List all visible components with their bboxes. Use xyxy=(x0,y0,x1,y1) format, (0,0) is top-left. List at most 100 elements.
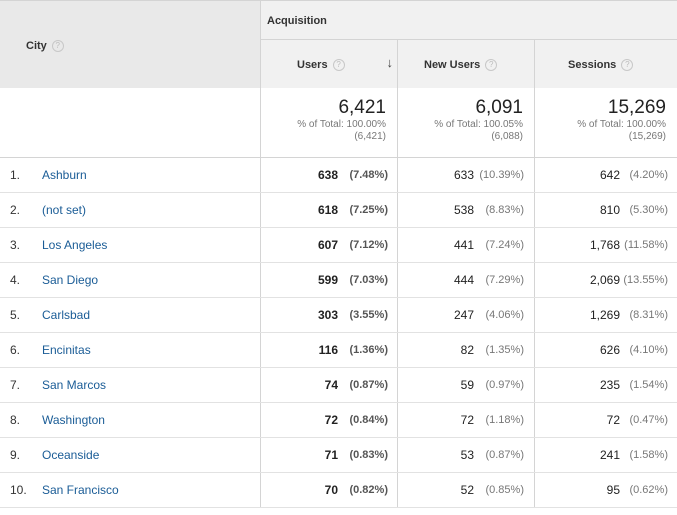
sessions-value: 72 xyxy=(606,413,620,427)
table-row: 6. Encinitas 116 (1.36%) 82 (1.35%) 626 (4.10%) xyxy=(0,333,677,368)
new-users-cell: 59 (0.97%) xyxy=(397,368,534,402)
city-link[interactable]: San Diego xyxy=(42,273,99,287)
table-row: 10. San Francisco 70 (0.82%) 52 (0.85%) 95 (0.6… xyxy=(0,473,677,508)
users-percent: (0.84%) xyxy=(349,414,388,426)
new-users-cell: 247 (4.06%) xyxy=(397,298,534,332)
new-users-total: 6,091 xyxy=(475,97,523,118)
sessions-percent: (5.30%) xyxy=(629,204,668,216)
sessions-value: 1,768 xyxy=(589,238,620,252)
users-percent: (0.83%) xyxy=(349,449,388,461)
sessions-percent: (1.58%) xyxy=(629,449,668,461)
users-cell: 72 (0.84%) xyxy=(260,403,397,437)
help-icon[interactable]: ? xyxy=(485,59,498,71)
city-link[interactable]: Ashburn xyxy=(42,168,87,182)
sessions-cell: 72 (0.47%) xyxy=(534,403,677,437)
new-users-column-header[interactable]: New Users? xyxy=(397,40,534,88)
help-icon[interactable]: ? xyxy=(332,59,345,71)
sessions-percent: (0.47%) xyxy=(629,414,668,426)
users-percent: (7.12%) xyxy=(349,239,388,251)
sessions-cell: 2,069 (13.55%) xyxy=(534,263,677,297)
sessions-total: 15,269 xyxy=(607,97,666,118)
new-users-percent: (8.83%) xyxy=(485,204,524,216)
new-users-cell: 72 (1.18%) xyxy=(397,403,534,437)
new-users-percent: (0.87%) xyxy=(485,449,524,461)
users-value: 74 xyxy=(324,378,338,392)
sessions-value: 241 xyxy=(599,448,620,462)
table-row: 4. San Diego 599 (7.03%) 444 (7.29%) 2,069 (13.… xyxy=(0,263,677,298)
users-header-label: Users? xyxy=(297,59,345,71)
new-users-cell: 441 (7.24%) xyxy=(397,228,534,262)
city-link[interactable]: Los Angeles xyxy=(42,238,108,252)
sessions-percent: (8.31%) xyxy=(629,309,668,321)
sessions-header-label: Sessions? xyxy=(568,59,634,71)
city-link[interactable]: San Francisco xyxy=(42,483,119,497)
city-link[interactable]: San Marcos xyxy=(42,378,107,392)
sessions-percent: (11.58%) xyxy=(624,239,668,251)
new-users-value: 59 xyxy=(460,378,474,392)
sessions-cell: 235 (1.54%) xyxy=(534,368,677,402)
help-icon[interactable]: ? xyxy=(51,40,64,52)
users-cell: 618 (7.25%) xyxy=(260,193,397,227)
totals-row: 6,421 % of Total: 100.00% (6,421) 6,091 … xyxy=(0,88,677,158)
sessions-total-of: (15,269) xyxy=(628,131,666,142)
sessions-cell: 1,768 (11.58%) xyxy=(534,228,677,262)
row-number: 3. xyxy=(10,238,21,252)
sessions-cell: 241 (1.58%) xyxy=(534,438,677,472)
city-link[interactable]: Oceanside xyxy=(42,448,100,462)
table-row: 2. (not set) 618 (7.25%) 538 (8.83%) 810 (5.30%… xyxy=(0,193,677,228)
users-percent: (3.55%) xyxy=(349,309,388,321)
sessions-percent: (4.20%) xyxy=(629,169,668,181)
row-number: 8. xyxy=(10,413,21,427)
row-number: 9. xyxy=(10,448,21,462)
sessions-cell: 95 (0.62%) xyxy=(534,473,677,507)
users-cell: 74 (0.87%) xyxy=(260,368,397,402)
sessions-percent: (4.10%) xyxy=(629,344,668,356)
table-row: 8. Washington 72 (0.84%) 72 (1.18%) 72 (0.47%) xyxy=(0,403,677,438)
users-cell: 71 (0.83%) xyxy=(260,438,397,472)
sessions-value: 235 xyxy=(599,378,620,392)
new-users-percent: (7.29%) xyxy=(485,274,524,286)
new-users-percent: (7.24%) xyxy=(485,239,524,251)
sessions-cell: 626 (4.10%) xyxy=(534,333,677,367)
new-users-value: 441 xyxy=(453,238,474,252)
users-cell: 70 (0.82%) xyxy=(260,473,397,507)
help-icon[interactable]: ? xyxy=(621,59,634,71)
users-total-of: (6,421) xyxy=(354,131,386,142)
users-value: 116 xyxy=(318,343,338,357)
row-number: 4. xyxy=(10,273,21,287)
new-users-total-of: (6,088) xyxy=(491,131,523,142)
users-percent: (7.48%) xyxy=(349,169,388,181)
acquisition-label: Acquisition xyxy=(267,15,327,27)
new-users-percent: (10.39%) xyxy=(479,169,524,181)
users-column-header[interactable]: Users? ↓ xyxy=(260,40,397,88)
city-column-header[interactable]: City? xyxy=(0,0,260,88)
users-total: 6,421 xyxy=(338,97,386,118)
city-link[interactable]: Carlsbad xyxy=(42,308,91,322)
new-users-value: 52 xyxy=(460,483,474,497)
sessions-column-header[interactable]: Sessions? xyxy=(534,40,677,88)
city-link[interactable]: (not set) xyxy=(42,203,87,217)
sessions-value: 1,269 xyxy=(589,308,620,322)
city-link[interactable]: Encinitas xyxy=(42,343,91,357)
new-users-percent: (0.97%) xyxy=(485,379,524,391)
users-percent: (7.03%) xyxy=(349,274,388,286)
new-users-cell: 538 (8.83%) xyxy=(397,193,534,227)
sessions-total-pct: % of Total: 100.00% xyxy=(577,119,666,130)
sessions-total-cell: 15,269 % of Total: 100.00% (15,269) xyxy=(534,88,677,157)
new-users-total-pct: % of Total: 100.05% xyxy=(434,119,523,130)
users-percent: (1.36%) xyxy=(349,344,388,356)
users-value: 303 xyxy=(317,308,338,322)
row-number: 7. xyxy=(10,378,21,392)
users-value: 638 xyxy=(317,168,338,182)
users-cell: 303 (3.55%) xyxy=(260,298,397,332)
table-row: 9. Oceanside 71 (0.83%) 53 (0.87%) 241 (1.58%) xyxy=(0,438,677,473)
sort-descending-icon[interactable]: ↓ xyxy=(386,55,394,70)
sessions-value: 642 xyxy=(599,168,620,182)
table-row: 5. Carlsbad 303 (3.55%) 247 (4.06%) 1,269 (8.31… xyxy=(0,298,677,333)
users-value: 599 xyxy=(317,273,338,287)
city-link[interactable]: Washington xyxy=(42,413,105,427)
sessions-percent: (1.54%) xyxy=(629,379,668,391)
new-users-total-cell: 6,091 % of Total: 100.05% (6,088) xyxy=(397,88,534,157)
new-users-percent: (1.18%) xyxy=(485,414,524,426)
